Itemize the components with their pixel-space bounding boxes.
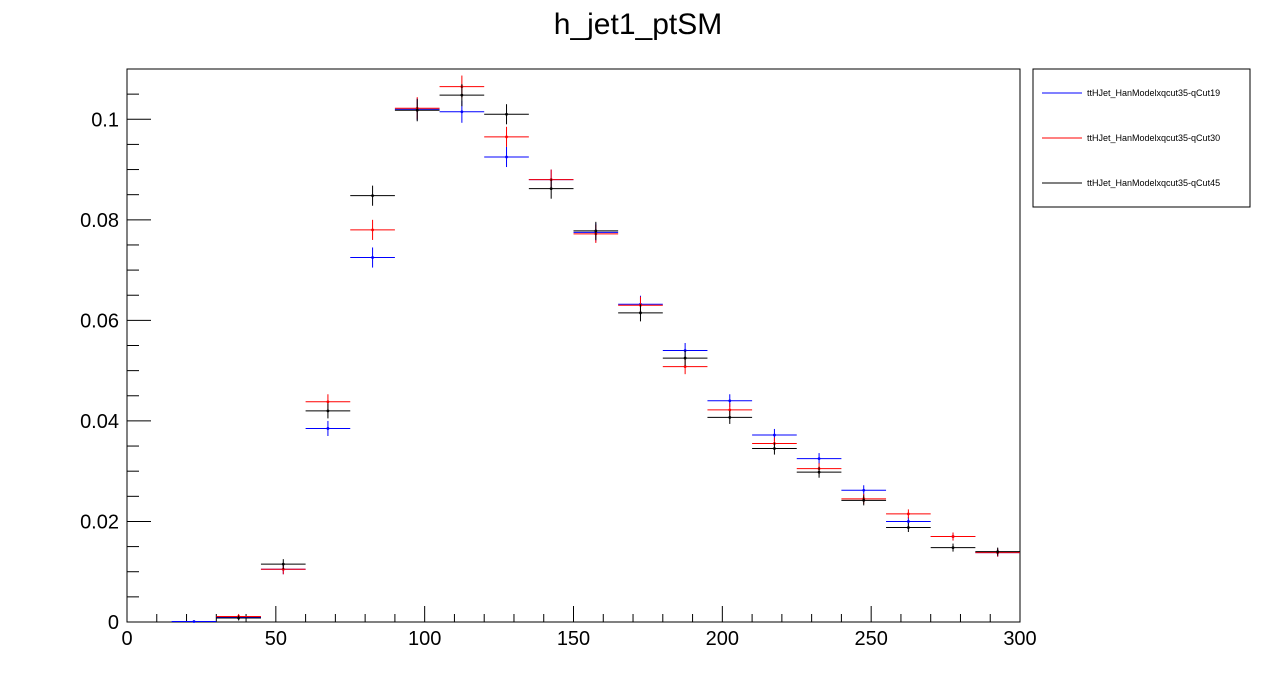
marker (460, 93, 464, 97)
marker (326, 427, 330, 430)
marker (951, 546, 955, 549)
data-point (305, 403, 351, 419)
x-axis: 0 50 100 150 200 250 300 (121, 606, 1037, 650)
legend-label: ttHJet_HanModelxqcut35-qCut45 (1087, 178, 1220, 188)
marker (817, 457, 821, 461)
chart-title: h_jet1_ptSM (554, 8, 722, 41)
marker (862, 488, 866, 492)
data-point (707, 410, 753, 424)
data-point (930, 532, 976, 541)
marker (505, 155, 508, 159)
marker (817, 470, 821, 474)
data-point (216, 615, 261, 621)
marker (773, 447, 776, 450)
data-point (841, 485, 887, 496)
plot-frame (126, 68, 1021, 623)
marker (683, 356, 687, 360)
legend-label: ttHJet_HanModelxqcut35-qCut30 (1087, 133, 1220, 143)
marker (415, 108, 419, 112)
data-point (886, 509, 931, 519)
data-point (171, 620, 217, 623)
y-tick-label: 0.1 (91, 109, 119, 131)
marker (996, 550, 1000, 554)
data-point (618, 304, 663, 322)
marker (951, 535, 955, 538)
marker (192, 620, 196, 623)
data-point (350, 247, 395, 268)
marker (862, 498, 866, 502)
marker (728, 399, 732, 403)
marker (371, 228, 374, 232)
data-point (260, 559, 306, 570)
marker (371, 194, 374, 198)
series-3 (216, 84, 1020, 621)
marker (505, 112, 508, 116)
marker (906, 512, 910, 516)
marker (237, 616, 241, 620)
data-point (886, 522, 931, 533)
data-point (930, 543, 976, 552)
y-axis: 0 0.02 0.04 0.06 0.08 0.1 (80, 68, 151, 634)
data-point (841, 495, 887, 506)
marker (371, 256, 374, 259)
series-1 (171, 98, 1020, 623)
marker (773, 433, 776, 437)
marker (549, 187, 553, 191)
marker (906, 526, 910, 529)
data-point (484, 104, 529, 125)
data-point (662, 350, 708, 366)
marker (594, 229, 598, 233)
marker (728, 415, 732, 419)
y-tick-label: 0.06 (80, 310, 119, 332)
x-tick-label: 0 (121, 628, 132, 650)
marker (639, 311, 642, 315)
x-tick-label: 50 (265, 628, 287, 650)
data-point (573, 221, 619, 240)
marker (460, 110, 464, 114)
marker (326, 409, 330, 413)
marker (728, 408, 732, 412)
marker (683, 365, 687, 369)
data-point (796, 453, 842, 465)
data-point (439, 84, 485, 107)
x-tick-label: 100 (408, 628, 441, 650)
data-point (752, 442, 797, 455)
data-point (796, 466, 842, 478)
series-layer (171, 75, 1020, 623)
x-tick-label: 150 (557, 628, 590, 650)
data-point (305, 420, 351, 436)
y-tick-label: 0.04 (80, 411, 119, 433)
x-tick-label: 200 (706, 628, 739, 650)
data-point (528, 178, 574, 199)
series-2 (216, 75, 1020, 619)
y-tick-label: 0.08 (80, 210, 119, 232)
legend: ttHJet_HanModelxqcut35-qCut19 ttHJet_HanM… (1032, 68, 1251, 208)
data-point (350, 219, 395, 240)
x-tick-label: 250 (854, 628, 887, 650)
data-point (394, 99, 440, 122)
marker (281, 562, 285, 566)
y-tick-label: 0.02 (80, 511, 119, 533)
data-point (350, 185, 395, 206)
marker (505, 135, 508, 139)
y-tick-label: 0 (108, 612, 119, 634)
data-point (484, 146, 529, 168)
data-point (484, 126, 529, 147)
x-tick-label: 300 (1003, 628, 1036, 650)
legend-label: ttHJet_HanModelxqcut35-qCut19 (1087, 88, 1220, 98)
data-point (975, 547, 1020, 556)
marker (906, 520, 910, 523)
marker (326, 400, 330, 404)
